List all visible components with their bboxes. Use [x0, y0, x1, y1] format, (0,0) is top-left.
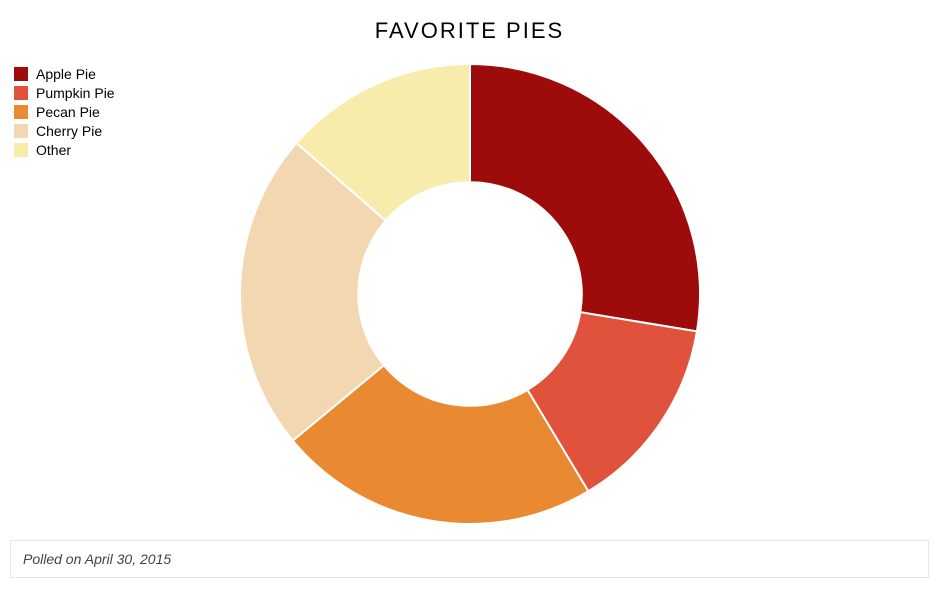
legend-label: Other — [36, 142, 71, 158]
legend-swatch — [14, 143, 28, 157]
legend-label: Pumpkin Pie — [36, 85, 115, 101]
legend-item: Cherry Pie — [14, 123, 115, 139]
donut-chart — [240, 64, 700, 524]
legend-item: Pecan Pie — [14, 104, 115, 120]
legend-swatch — [14, 86, 28, 100]
legend-swatch — [14, 67, 28, 81]
legend: Apple Pie Pumpkin Pie Pecan Pie Cherry Pie O… — [14, 66, 115, 161]
legend-label: Cherry Pie — [36, 123, 102, 139]
legend-label: Pecan Pie — [36, 104, 100, 120]
legend-swatch — [14, 124, 28, 138]
legend-item: Other — [14, 142, 115, 158]
legend-label: Apple Pie — [36, 66, 96, 82]
legend-swatch — [14, 105, 28, 119]
chart-container: { "title": { "text": "FAVORITE PIES", "f… — [0, 0, 939, 592]
legend-item: Pumpkin Pie — [14, 85, 115, 101]
legend-item: Apple Pie — [14, 66, 115, 82]
caption-box: Polled on April 30, 2015 — [10, 540, 929, 578]
donut-svg — [240, 64, 700, 524]
donut-slice — [470, 64, 700, 331]
chart-title: FAVORITE PIES — [0, 18, 939, 44]
